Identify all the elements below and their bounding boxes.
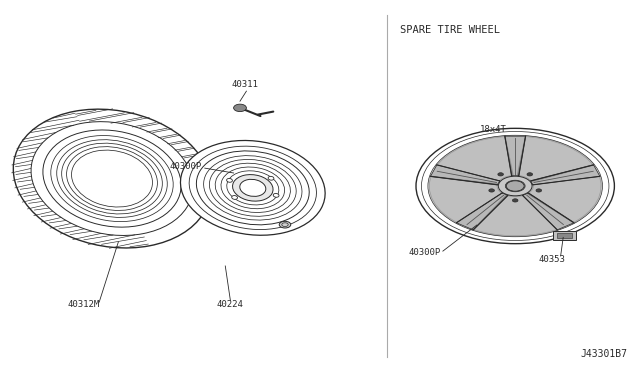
Circle shape xyxy=(527,173,532,176)
Ellipse shape xyxy=(268,176,274,180)
Text: 40300P: 40300P xyxy=(408,248,440,257)
Polygon shape xyxy=(523,193,574,230)
Circle shape xyxy=(416,128,614,244)
Ellipse shape xyxy=(180,141,325,235)
Text: 40300P: 40300P xyxy=(170,162,202,171)
Text: J43301B7: J43301B7 xyxy=(580,349,627,359)
Polygon shape xyxy=(431,165,500,185)
Text: 40312M: 40312M xyxy=(67,300,99,309)
Polygon shape xyxy=(473,195,557,236)
Text: 40311: 40311 xyxy=(232,80,259,89)
Circle shape xyxy=(506,181,524,191)
Polygon shape xyxy=(456,193,508,230)
Circle shape xyxy=(499,176,532,196)
Circle shape xyxy=(498,173,504,176)
FancyBboxPatch shape xyxy=(557,232,572,238)
Circle shape xyxy=(513,199,518,202)
Ellipse shape xyxy=(273,193,279,197)
Polygon shape xyxy=(429,176,503,223)
Polygon shape xyxy=(517,136,593,182)
Circle shape xyxy=(536,189,541,192)
Circle shape xyxy=(506,180,525,192)
Polygon shape xyxy=(505,136,525,176)
Polygon shape xyxy=(531,165,600,185)
Ellipse shape xyxy=(232,196,237,199)
Circle shape xyxy=(489,189,494,192)
Polygon shape xyxy=(437,136,513,182)
Ellipse shape xyxy=(279,221,291,228)
Circle shape xyxy=(234,104,246,112)
FancyBboxPatch shape xyxy=(553,231,576,240)
Text: 18x4T: 18x4T xyxy=(479,125,506,134)
Text: 40353: 40353 xyxy=(538,255,565,264)
Text: SPARE TIRE WHEEL: SPARE TIRE WHEEL xyxy=(400,25,500,35)
Polygon shape xyxy=(527,176,602,223)
Ellipse shape xyxy=(13,109,211,248)
Ellipse shape xyxy=(227,179,232,182)
Text: 40224: 40224 xyxy=(217,300,244,309)
Ellipse shape xyxy=(240,179,266,196)
Ellipse shape xyxy=(232,174,273,201)
